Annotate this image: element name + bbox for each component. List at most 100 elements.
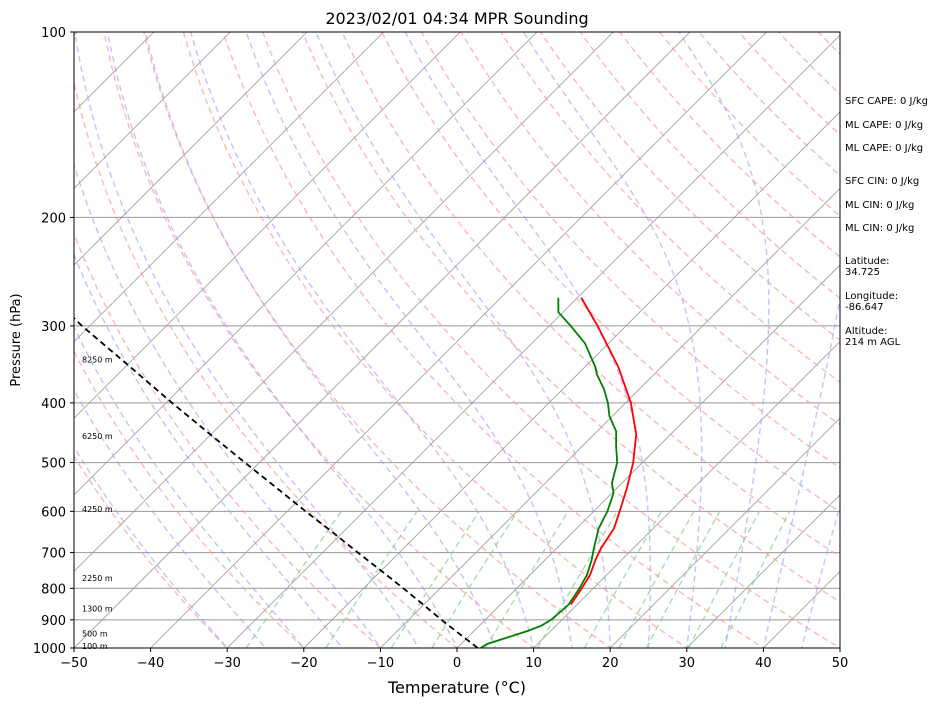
isotherm xyxy=(74,32,614,572)
isotherm xyxy=(74,32,308,266)
x-axis-label: Temperature (°C) xyxy=(387,678,526,697)
y-axis-label: Pressure (hPa) xyxy=(9,293,24,386)
dry-adiabat xyxy=(262,32,840,648)
isotherm xyxy=(74,32,231,189)
stats-line: ML CIN: 0 J/kg xyxy=(845,200,914,211)
moist-adiabat xyxy=(678,32,770,648)
moist-adiabat xyxy=(74,32,420,648)
moist-adiabat xyxy=(800,503,840,648)
dry-adiabat xyxy=(74,79,459,648)
isotherm xyxy=(380,187,840,648)
isotherm xyxy=(74,32,691,648)
parcel-line xyxy=(74,316,479,648)
moist-adiabat xyxy=(74,325,305,648)
isotherm xyxy=(533,341,840,648)
dry-adiabat xyxy=(460,32,840,426)
dry-adiabat xyxy=(222,32,765,648)
y-tick-label: 600 xyxy=(41,505,66,520)
mixing-ratio-line xyxy=(720,510,791,648)
x-tick-label: 30 xyxy=(679,656,696,671)
y-tick-label: 1000 xyxy=(33,642,66,657)
x-tick-label: −30 xyxy=(213,656,240,671)
stats-line: ML CAPE: 0 J/kg xyxy=(845,143,923,154)
height-labels: 100 m 500 m 1300 m 2250 m 4250 m 6250 m 8250 m xyxy=(82,355,113,650)
reference-lines xyxy=(0,32,840,648)
isotherm xyxy=(686,494,840,648)
mixing-ratio-line xyxy=(536,510,618,648)
dry-adiabat xyxy=(500,32,840,384)
y-tick-label: 900 xyxy=(41,614,66,629)
moist-adiabat xyxy=(106,32,458,648)
height-label: 100 m xyxy=(82,642,108,651)
isotherm xyxy=(74,32,461,419)
mixing-ratio-line xyxy=(645,510,721,648)
moist-adiabat xyxy=(315,32,611,648)
isotherm xyxy=(74,32,384,343)
x-tick-label: 0 xyxy=(453,656,461,671)
moist-adiabat xyxy=(74,161,382,648)
stats-line: SFC CAPE: 0 J/kg xyxy=(845,96,928,107)
moist-adiabat xyxy=(144,32,497,648)
mixing-ratio-line xyxy=(325,510,418,648)
isotherm xyxy=(226,34,840,648)
temperature-line xyxy=(570,297,638,606)
moist-adiabat xyxy=(190,32,535,648)
isotherm xyxy=(150,32,767,648)
moist-adiabat xyxy=(762,294,840,648)
stats-panel: SFC CAPE: 0 J/kg ML CAPE: 0 J/kg ML CAPE: … xyxy=(845,96,928,348)
series-layer xyxy=(74,297,638,648)
mixing-ratio-line xyxy=(390,510,480,648)
x-tick-label: 10 xyxy=(525,656,542,671)
isotherm xyxy=(456,264,840,648)
moist-adiabat xyxy=(74,252,343,648)
y-tick-label: 500 xyxy=(41,457,66,472)
y-ticks: 100 200 300 400 500 600 700 800 900 1000 xyxy=(33,26,74,657)
plot-frame xyxy=(73,31,841,649)
mixing-ratio-line xyxy=(484,510,569,648)
x-tick-label: −10 xyxy=(367,656,394,671)
moist-adiabat xyxy=(404,32,652,648)
y-tick-label: 400 xyxy=(41,397,66,412)
dry-adiabat xyxy=(103,32,535,648)
height-label: 6250 m xyxy=(82,432,113,441)
stats-line: Longitude: xyxy=(845,291,898,302)
height-label: 2250 m xyxy=(82,574,113,583)
x-tick-label: −40 xyxy=(137,656,164,671)
y-tick-label: 300 xyxy=(41,320,66,335)
dry-adiabat xyxy=(539,32,840,341)
stats-line: SFC CIN: 0 J/kg xyxy=(845,176,919,187)
moist-adiabat xyxy=(245,32,573,648)
dry-adiabat xyxy=(74,454,229,648)
dry-adiabat xyxy=(182,32,689,648)
mixing-ratio-line xyxy=(431,510,519,648)
stats-line: Latitude: xyxy=(845,256,890,267)
dry-adiabat xyxy=(74,349,305,648)
stats-line: Altitude: xyxy=(845,326,887,337)
height-label: 1300 m xyxy=(82,604,113,613)
x-ticks: −50 −40 −30 −20 −10 0 10 20 30 40 50 xyxy=(60,648,848,671)
y-tick-label: 200 xyxy=(41,211,66,226)
mixing-ratio-line xyxy=(245,510,342,648)
stats-line: 214 m AGL xyxy=(845,337,901,348)
moist-adiabat xyxy=(74,388,267,648)
mixing-ratio-line xyxy=(618,510,695,648)
isotherm xyxy=(0,32,1,648)
x-tick-label: −50 xyxy=(60,656,87,671)
isotherm xyxy=(303,111,840,648)
x-tick-label: −20 xyxy=(290,656,317,671)
height-label: 8250 m xyxy=(82,355,113,364)
stats-line: 34.725 xyxy=(845,267,880,278)
chart-title: 2023/02/01 04:34 MPR Sounding xyxy=(325,9,588,28)
dewpoint-line xyxy=(480,297,619,648)
y-tick-label: 800 xyxy=(41,582,66,597)
height-label: 4250 m xyxy=(82,505,113,514)
stats-line: -86.647 xyxy=(845,302,884,313)
x-tick-label: 50 xyxy=(832,656,849,671)
x-tick-label: 20 xyxy=(602,656,619,671)
y-tick-label: 700 xyxy=(41,547,66,562)
dry-adiabat xyxy=(74,231,382,648)
moist-adiabat xyxy=(522,32,703,648)
stats-line: ML CAPE: 0 J/kg xyxy=(845,120,923,131)
x-tick-label: 40 xyxy=(755,656,772,671)
